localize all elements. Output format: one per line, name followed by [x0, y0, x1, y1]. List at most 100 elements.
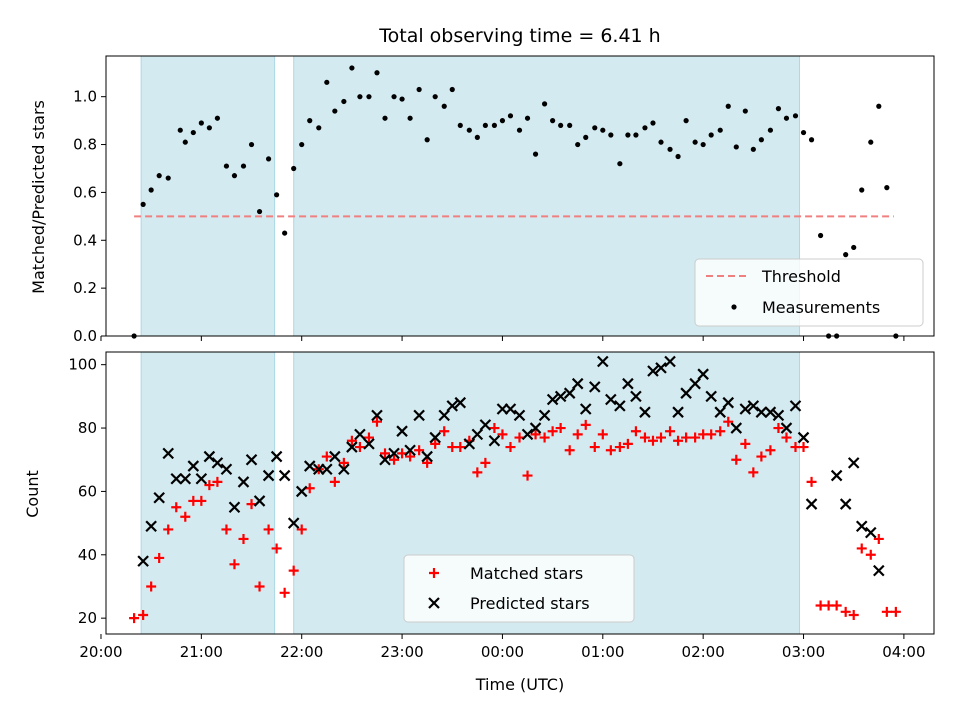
predicted-star-point — [429, 431, 441, 444]
y-tick-label: 0.8 — [73, 136, 97, 154]
predicted-star-point — [179, 472, 192, 485]
x-tick-label: 21:00 — [180, 643, 223, 661]
matched-star-point — [731, 454, 742, 465]
measurement-point — [265, 156, 272, 162]
matched-star-point — [338, 457, 349, 468]
matched-star-point — [196, 495, 207, 506]
matched-star-point — [873, 533, 884, 544]
y-tick-label: 20 — [78, 609, 97, 627]
matched-star-point — [204, 480, 215, 491]
matched-star-point — [773, 423, 784, 434]
matched-star-point — [430, 438, 441, 449]
measurement-point — [625, 132, 631, 138]
predicted-star-point — [554, 390, 567, 403]
predicted-star-point — [363, 438, 375, 450]
predicted-star-point — [438, 409, 451, 422]
legend-measurement-label: Measurements — [762, 298, 880, 317]
x-tick-label: 00:00 — [481, 643, 524, 661]
matched-star-point — [756, 451, 767, 462]
top-legend: Threshold Measurements — [694, 258, 924, 327]
y-tick-label: 0.4 — [73, 231, 97, 249]
measurement-point — [156, 173, 162, 179]
matched-star-point — [279, 587, 290, 598]
matched-star-point — [748, 467, 759, 478]
measurement-point — [274, 192, 280, 198]
matched-star-point — [405, 451, 416, 462]
top-ylabel: Matched/Predicted stars — [29, 100, 48, 294]
matched-star-point — [371, 416, 382, 427]
predicted-star-point — [839, 498, 852, 510]
measurement-point — [341, 98, 347, 105]
y-tick-label: 60 — [78, 482, 97, 500]
measurement-point — [532, 151, 539, 157]
measurement-point — [750, 146, 756, 152]
measurement-point — [725, 103, 731, 109]
measurement-point — [332, 108, 338, 114]
predicted-star-point — [730, 422, 743, 434]
measurement-point — [407, 115, 413, 121]
measurement-point — [600, 127, 606, 133]
measurement-point — [474, 134, 480, 140]
predicted-star-point — [546, 393, 559, 406]
matched-star-point — [665, 426, 676, 437]
y-tick-label: 100 — [68, 356, 97, 374]
measurement-point — [617, 161, 623, 167]
measurement-point — [240, 163, 247, 169]
matched-star-point — [221, 524, 232, 535]
measurement-point — [374, 70, 380, 76]
predicted-star-point — [237, 476, 250, 488]
predicted-star-point — [371, 409, 383, 422]
measurement-point — [575, 141, 581, 148]
legend-threshold-label: Threshold — [761, 267, 841, 286]
matched-star-point — [238, 533, 249, 544]
matched-star-point — [212, 476, 223, 487]
measurement-point — [524, 115, 531, 121]
matched-star-point — [656, 432, 667, 443]
measurement-point — [775, 106, 782, 112]
predicted-star-point — [278, 469, 291, 482]
predicted-star-point — [187, 460, 200, 472]
x-tick-label: 03:00 — [782, 643, 825, 661]
observing-window-shade — [140, 55, 276, 337]
measurement-point — [516, 127, 523, 133]
predicted-star-point — [338, 463, 350, 476]
measurement-point — [165, 175, 171, 181]
predicted-star-point — [479, 419, 492, 431]
matched-star-point — [547, 426, 558, 437]
predicted-star-point — [680, 387, 692, 399]
predicted-star-point — [847, 457, 860, 469]
predicted-star-point — [137, 555, 149, 567]
measurement-point — [324, 79, 330, 85]
measurement-point — [675, 153, 681, 160]
measurement-point — [767, 127, 774, 133]
matched-star-point — [681, 432, 692, 443]
matched-star-point — [329, 476, 340, 487]
bottom-legend: Matched stars Predicted stars — [403, 554, 635, 623]
measurement-point — [567, 122, 573, 129]
matched-star-point — [422, 457, 433, 468]
legend-matched-label: Matched stars — [470, 564, 583, 583]
predicted-star-point — [195, 472, 208, 485]
predicted-star-point — [471, 428, 484, 441]
legend-box — [403, 554, 635, 623]
measurement-point — [223, 163, 230, 169]
measurement-point — [424, 137, 430, 143]
predicted-star-point — [830, 469, 843, 482]
measurement-point — [449, 86, 455, 93]
matched-star-point — [163, 524, 174, 535]
measurement-point — [256, 208, 263, 215]
measurement-point — [190, 129, 196, 136]
measurement-point — [399, 96, 405, 102]
measurement-point — [299, 141, 305, 148]
measurement-point — [316, 125, 322, 131]
matched-star-point — [806, 476, 817, 487]
bottom-axes-frame — [105, 351, 935, 635]
matched-star-point — [497, 429, 508, 440]
predicted-star-point — [253, 495, 266, 507]
matched-star-point — [455, 442, 466, 453]
predicted-star-point — [211, 457, 224, 469]
matched-star-point — [856, 543, 867, 554]
matched-star-point — [288, 565, 299, 576]
x-tick-label: 04:00 — [882, 643, 925, 661]
predicted-star-point — [614, 400, 626, 412]
